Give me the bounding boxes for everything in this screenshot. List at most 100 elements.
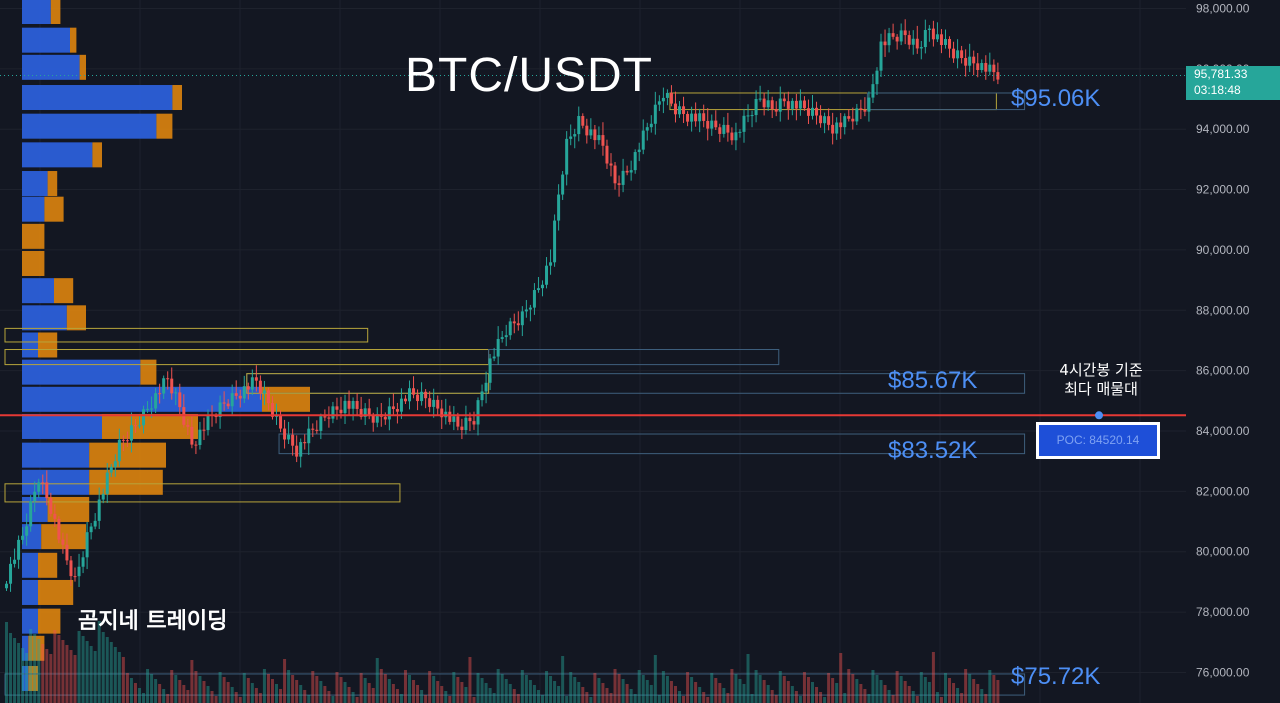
candle — [811, 107, 814, 116]
candle — [9, 563, 13, 584]
volume-bar — [557, 686, 561, 703]
candle — [927, 28, 931, 30]
candle — [129, 425, 133, 441]
candle — [500, 337, 504, 339]
candle — [339, 409, 343, 414]
candle — [665, 92, 669, 98]
volume-bar — [258, 693, 262, 703]
candle — [738, 131, 742, 133]
volume-bar — [883, 685, 887, 703]
candle — [367, 408, 371, 416]
candle — [516, 323, 520, 326]
volume-bar — [246, 678, 250, 703]
candle — [319, 416, 323, 431]
candle — [786, 101, 790, 109]
candle — [569, 136, 573, 139]
volume-bar — [718, 683, 722, 703]
volume-bar — [851, 674, 855, 703]
volume-bar — [762, 680, 766, 703]
volume-bar — [948, 678, 952, 703]
volume-bar — [960, 693, 964, 703]
volume-bar — [952, 683, 956, 703]
candle — [428, 398, 432, 407]
volume-bar — [625, 684, 629, 703]
volume-profile-bar-up — [22, 665, 29, 691]
candle — [226, 403, 230, 407]
candle — [311, 428, 315, 430]
volume-bar — [734, 674, 738, 703]
candle — [254, 377, 258, 381]
candle — [867, 97, 871, 112]
volume-bar — [831, 678, 835, 703]
volume-bar — [464, 687, 468, 703]
volume-bar — [57, 635, 61, 703]
volume-bar — [545, 671, 549, 703]
candle — [359, 408, 363, 417]
volume-bar — [722, 688, 726, 703]
volume-profile-bar-down — [79, 54, 86, 80]
volume-bar — [589, 697, 593, 703]
candle — [125, 440, 129, 442]
candle — [976, 63, 980, 71]
volume-profile-bar-up — [22, 85, 173, 111]
candle — [198, 429, 202, 445]
candle — [323, 416, 327, 418]
volume-bar — [33, 634, 37, 703]
volume-bar — [69, 650, 73, 703]
volume-bar — [81, 636, 85, 703]
candle — [790, 100, 794, 109]
volume-bar — [287, 670, 291, 703]
volume-bar — [61, 640, 65, 703]
volume-profile-bar-up — [22, 635, 29, 661]
volume-bar — [53, 630, 57, 703]
volume-bar — [915, 696, 919, 703]
candle — [21, 535, 25, 540]
candle — [387, 406, 391, 420]
candle — [706, 120, 710, 129]
volume-bar — [367, 683, 371, 703]
current-price-tag: 95,781.33 03:18:48 — [1186, 66, 1280, 100]
volume-profile-bar-down — [28, 635, 45, 661]
volume-profile-bar-up — [22, 113, 157, 139]
volume-bar — [339, 677, 343, 703]
volume-bar — [887, 690, 891, 703]
volume-bar — [637, 670, 641, 703]
volume-bar — [798, 696, 802, 703]
candle — [53, 513, 57, 519]
volume-bar — [291, 675, 295, 703]
candle — [154, 393, 158, 409]
poc-label: POC: 84520.14 — [1036, 422, 1160, 459]
volume-bar — [577, 682, 581, 703]
volume-bar — [746, 654, 750, 703]
candle — [956, 50, 960, 59]
bar-countdown: 03:18:48 — [1194, 83, 1241, 97]
volume-bar — [178, 680, 182, 703]
candle — [508, 321, 512, 336]
candle — [347, 400, 351, 409]
volume-bar — [621, 679, 625, 703]
volume-bar — [633, 694, 637, 703]
volume-profile-bar-up — [22, 332, 38, 358]
volume-profile-bar-down — [38, 552, 58, 578]
volume-bar — [222, 677, 226, 703]
zone-box — [4, 673, 1026, 696]
volume-bar — [412, 680, 416, 703]
volume-bar — [45, 649, 49, 703]
volume-bar — [355, 697, 359, 703]
candle — [512, 321, 516, 324]
volume-bar — [686, 672, 690, 703]
candle — [307, 428, 311, 444]
candle — [258, 380, 262, 394]
volume-bar — [553, 681, 557, 703]
volume-bar — [649, 685, 653, 703]
candle — [287, 434, 291, 440]
volume-bar — [980, 689, 984, 703]
candle — [669, 92, 673, 104]
candle — [412, 388, 416, 395]
volume-bar — [903, 681, 907, 703]
candle — [734, 132, 738, 141]
candle — [887, 33, 891, 46]
volume-bar — [472, 697, 476, 703]
volume-bar — [879, 680, 883, 703]
